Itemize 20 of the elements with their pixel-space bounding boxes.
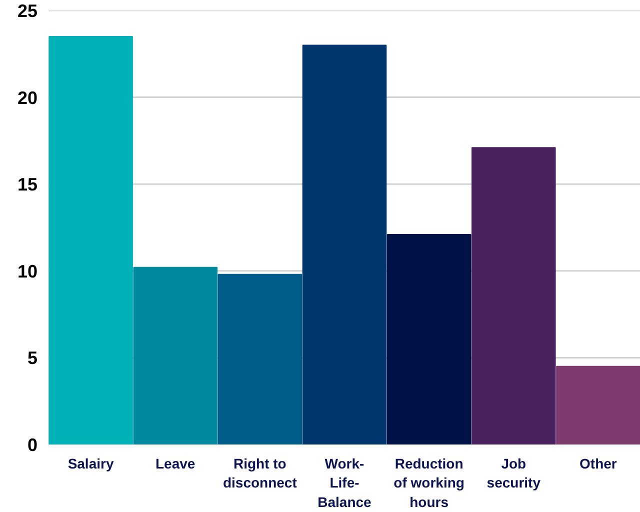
x-tick-label: Reduction of working hours [394, 456, 464, 510]
y-tick-label: 5 [27, 348, 38, 368]
bar [218, 274, 302, 444]
x-tick-label: Other [580, 456, 618, 472]
bar [556, 366, 640, 444]
x-tick-label: Job security [486, 456, 541, 491]
bar [48, 36, 133, 444]
bar [386, 234, 472, 444]
y-tick-label: 25 [17, 1, 38, 21]
y-tick-label: 10 [17, 261, 38, 282]
bar [302, 44, 387, 444]
x-tick-label: Salairy [68, 456, 114, 472]
bar [133, 266, 218, 444]
y-tick-label: 15 [17, 174, 38, 195]
x-tick-label: Right to disconnect [222, 456, 298, 491]
bar [471, 147, 556, 444]
x-tick-label: Leave [156, 456, 196, 472]
y-tick-label: 0 [27, 435, 38, 455]
y-tick-label: 20 [17, 88, 38, 108]
x-tick-label: Work-Life-Balance [318, 456, 372, 510]
